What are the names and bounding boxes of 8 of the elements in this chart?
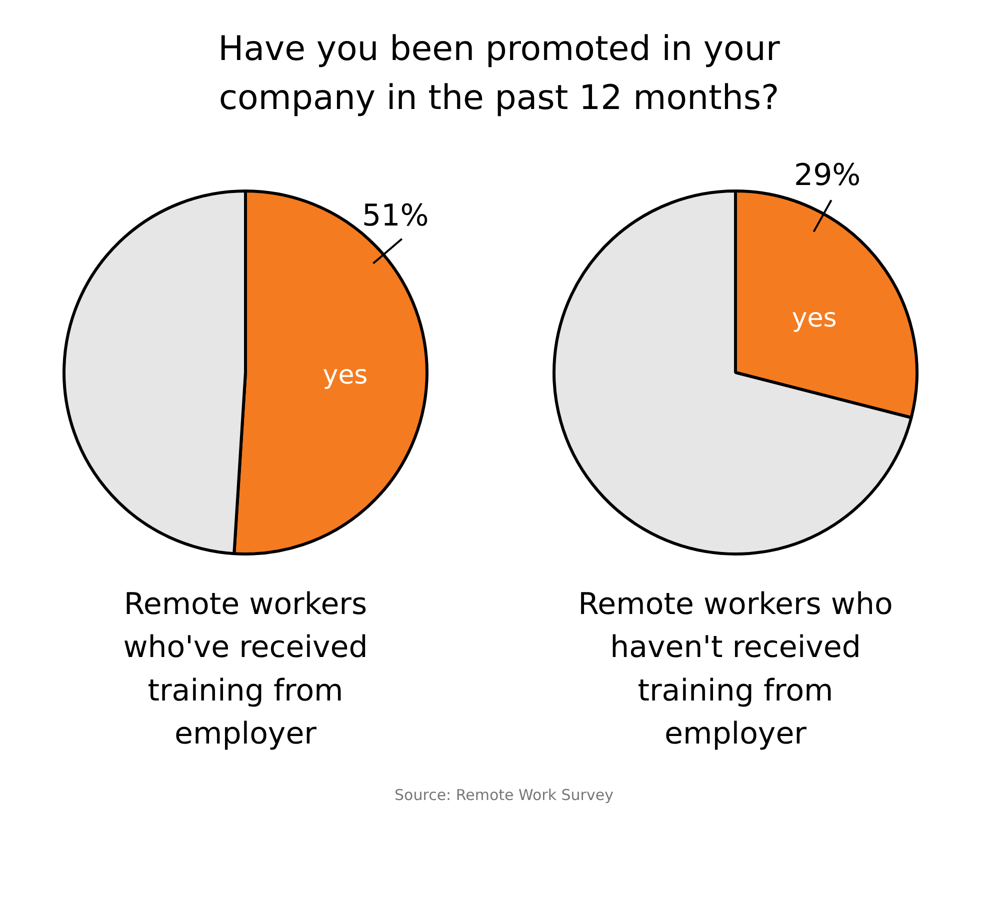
data-label: 29% bbox=[794, 158, 861, 193]
data-label: 51% bbox=[362, 198, 429, 234]
text: Have you been promoted in your company in the past 12 months? bbox=[217, 28, 781, 120]
source-note: Source: Remote Work Survey bbox=[394, 785, 614, 806]
text: Remote workers who've received training from employer bbox=[123, 587, 368, 752]
slice-label: yes bbox=[322, 360, 368, 390]
text: Remote workers who haven't received training from employer bbox=[578, 587, 893, 752]
slice-label: yes bbox=[792, 304, 837, 334]
